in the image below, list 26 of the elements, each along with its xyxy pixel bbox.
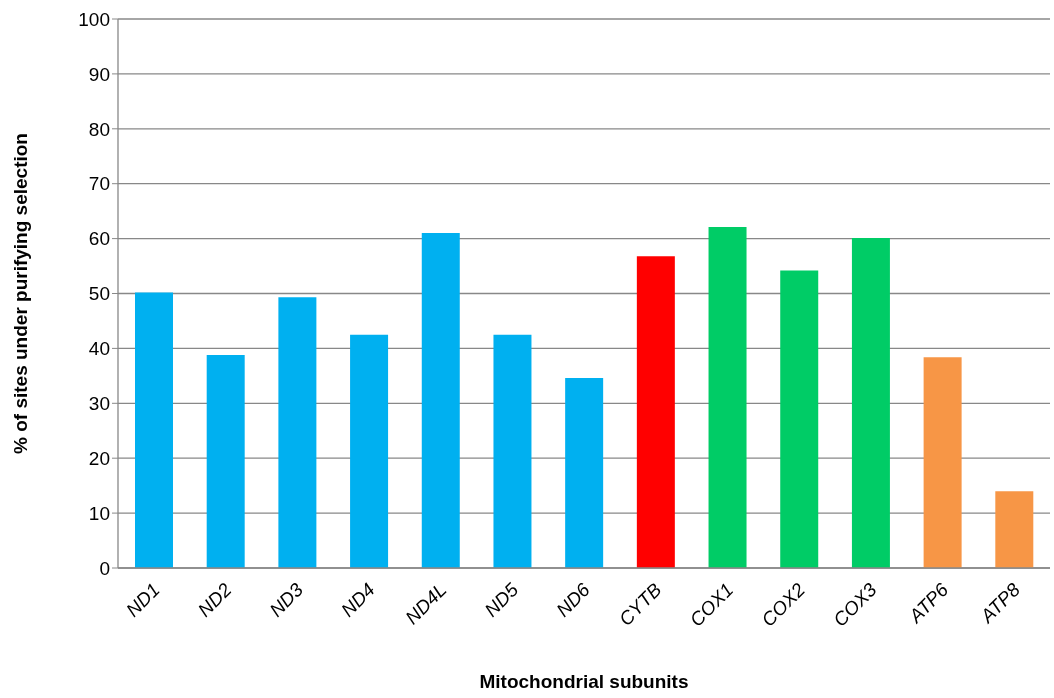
y-axis-title: % of sites under purifying selection bbox=[9, 133, 31, 454]
bar bbox=[636, 256, 675, 568]
bar bbox=[780, 270, 819, 568]
y-tick-label: 20 bbox=[88, 447, 110, 469]
bar bbox=[421, 233, 460, 568]
bar bbox=[851, 238, 890, 568]
bar bbox=[708, 227, 747, 568]
y-tick-label: 50 bbox=[88, 283, 110, 305]
bar bbox=[278, 297, 317, 568]
y-tick-label: 70 bbox=[88, 173, 110, 195]
y-tick-label: 80 bbox=[88, 118, 110, 140]
x-axis-title: Mitochondrial subunits bbox=[479, 671, 689, 692]
y-tick-label: 60 bbox=[88, 228, 110, 250]
bar bbox=[350, 334, 389, 568]
y-tick-label: 30 bbox=[88, 393, 110, 415]
y-tick-label: 90 bbox=[88, 63, 110, 85]
bar bbox=[135, 292, 173, 568]
bar bbox=[493, 334, 532, 568]
y-tick-label: 10 bbox=[88, 502, 110, 524]
y-tick-label: 100 bbox=[78, 8, 110, 30]
bar bbox=[565, 378, 604, 568]
bar bbox=[995, 491, 1034, 568]
y-tick-label: 0 bbox=[99, 557, 110, 579]
bar bbox=[923, 357, 962, 568]
bar bbox=[206, 354, 245, 568]
y-tick-label: 40 bbox=[88, 338, 110, 360]
